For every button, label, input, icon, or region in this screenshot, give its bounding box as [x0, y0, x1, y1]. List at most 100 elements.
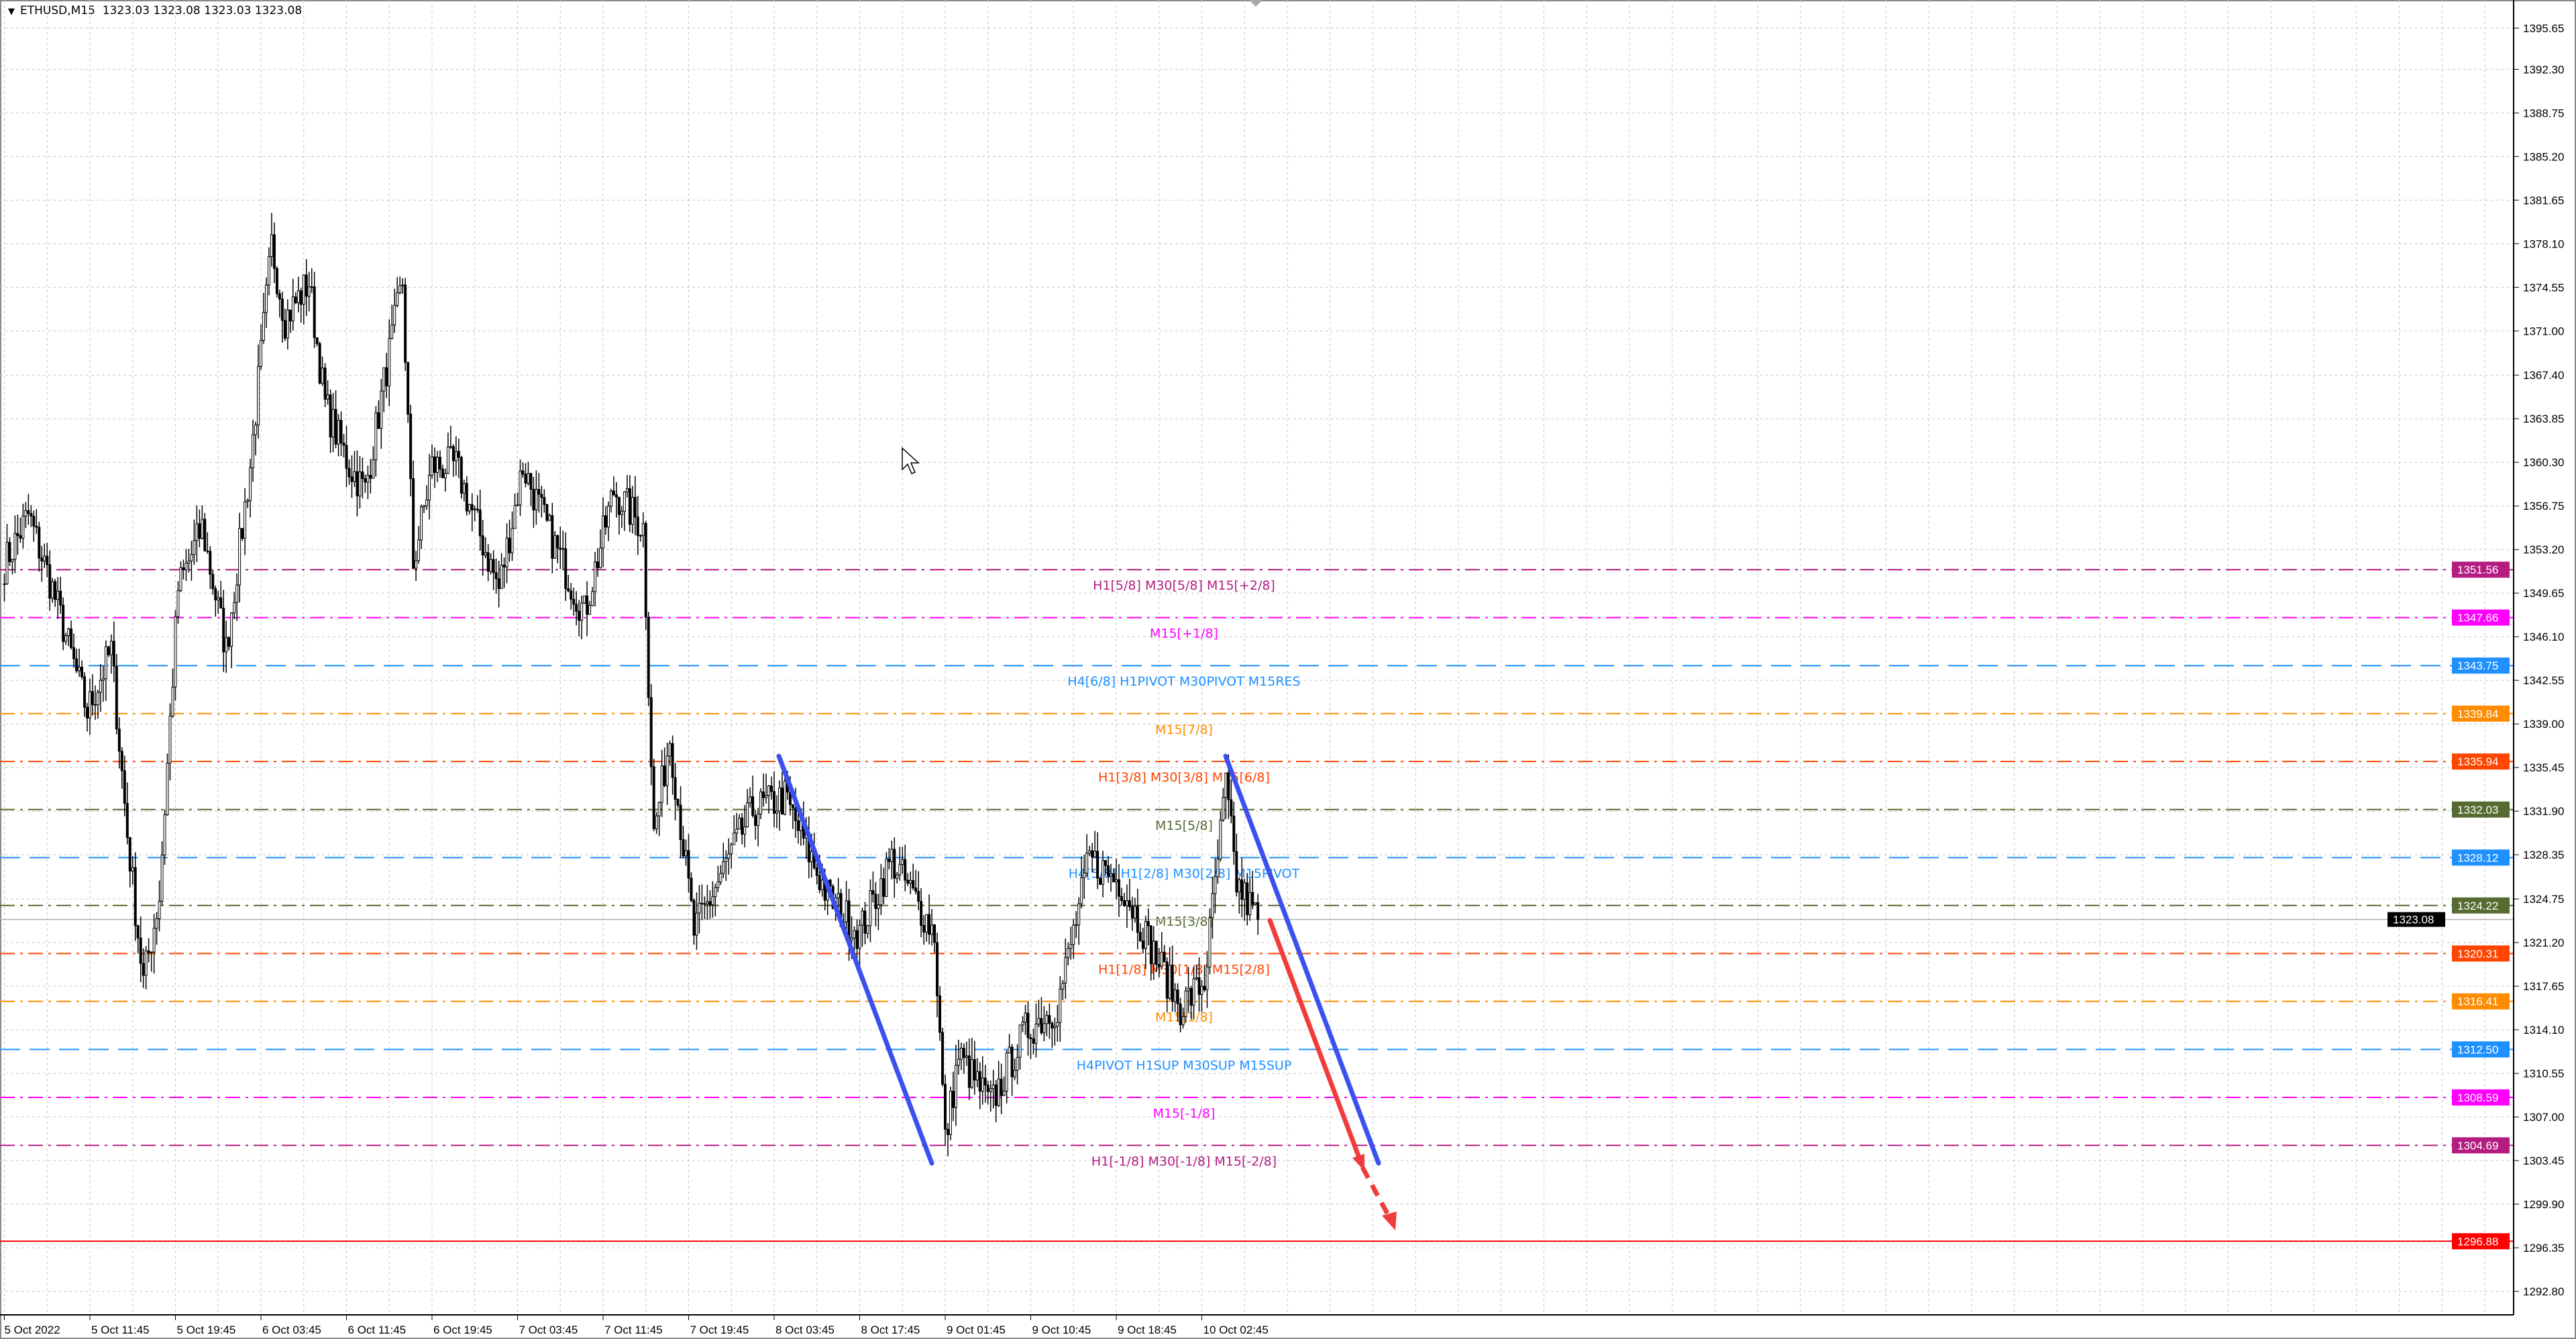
candle-body [1120, 896, 1123, 902]
candle-body [249, 467, 252, 501]
candle-body [954, 1065, 957, 1108]
candle-body [962, 1047, 965, 1058]
channel-line-1[interactable] [776, 753, 934, 1166]
y-tick-label: 1371.00 [2523, 325, 2564, 337]
candle-body [171, 686, 174, 716]
candle-body [1163, 951, 1166, 963]
candle-body [636, 517, 639, 536]
candle-body [930, 924, 934, 935]
candle-body [519, 470, 522, 506]
candle-body [668, 743, 672, 757]
candle-body [297, 290, 300, 303]
candle-body [366, 475, 370, 483]
candle-body [762, 791, 765, 798]
candle-body [80, 666, 84, 678]
candle-body [21, 515, 25, 539]
price-tag [2452, 1137, 2510, 1154]
x-tick-label: 6 Oct 11:45 [348, 1324, 407, 1336]
candle-body [575, 604, 578, 612]
candle-body [559, 547, 562, 550]
projection-line[interactable] [1267, 918, 1363, 1164]
level-label: M15[+1/8] [1150, 627, 1218, 641]
level-label: M15[3/8] [1155, 914, 1213, 929]
candle-body [1176, 989, 1179, 1004]
candle-body [1016, 1057, 1019, 1071]
x-tick-label: 8 Oct 03:45 [775, 1324, 835, 1336]
candle-body [500, 564, 503, 589]
current-price-tag [2387, 912, 2445, 927]
candle-body [230, 612, 233, 647]
price-tag [2452, 801, 2510, 818]
candle-body [933, 924, 936, 943]
candle-body [551, 515, 554, 559]
candle-body [1155, 941, 1158, 965]
candle-body [398, 285, 402, 293]
candle-body [850, 937, 853, 941]
y-tick-label: 1299.90 [2523, 1198, 2564, 1211]
candle-body [1141, 941, 1144, 949]
candle-body [1144, 921, 1147, 949]
candle-body [476, 508, 479, 511]
candle-body [1200, 985, 1203, 995]
candle-body [454, 451, 458, 462]
x-tick-label: 7 Oct 19:45 [690, 1324, 749, 1336]
candle-body [193, 540, 196, 555]
candle-body [1061, 983, 1065, 989]
candle-body [906, 879, 910, 884]
candle-body [187, 560, 191, 564]
scroll-marker-icon[interactable] [1249, 0, 1263, 7]
triangle-down-icon[interactable]: ▼ [8, 7, 15, 17]
candle-body [318, 343, 321, 384]
candle-body [257, 366, 260, 426]
candle-body [1149, 925, 1152, 965]
candle-body [233, 602, 236, 614]
candle-body [1122, 900, 1126, 906]
candle-body [11, 559, 14, 562]
candle-body [692, 900, 696, 936]
candle-body [286, 309, 289, 339]
candle-body [272, 234, 276, 269]
channel-line-2[interactable] [1223, 753, 1381, 1166]
candle-body [1181, 1016, 1185, 1026]
y-tick-label: 1317.65 [2523, 980, 2564, 993]
candle-body [13, 533, 17, 560]
candle-body [535, 489, 538, 511]
candle-body [783, 781, 786, 815]
candle-body [107, 646, 110, 655]
candle-body [260, 339, 262, 367]
candle-body [674, 777, 677, 800]
candle-body [925, 914, 928, 933]
candle-body [40, 557, 44, 561]
y-tick-label: 1346.10 [2523, 631, 2564, 643]
candle-body [981, 1077, 984, 1092]
candle-body [1107, 865, 1110, 877]
candle-body [741, 817, 744, 835]
candle-body [190, 554, 193, 561]
candle-body [1171, 965, 1174, 1002]
candle-body [252, 434, 255, 468]
candle-body [773, 791, 775, 814]
y-tick-label: 1307.00 [2523, 1111, 2564, 1124]
candle-body [983, 1077, 987, 1085]
candle-body [104, 646, 107, 680]
candle-body [588, 605, 592, 615]
trendlines[interactable] [776, 753, 1397, 1230]
candle-body [89, 691, 91, 718]
candle-body [751, 796, 755, 816]
candle-body [433, 456, 436, 473]
time-axis[interactable]: 5 Oct 2022 5 Oct 11:45 5 Oct 19:45 6 Oct 03… [4, 1315, 1269, 1336]
price-axis[interactable]: 1395.65 1392.30 1388.75 1385.20 1381.65 1378.… [2514, 22, 2564, 1298]
price-tags: 1351.56 1347.66 1343.75 1339.84 1335.94 1332.… [2387, 561, 2510, 1250]
candle-body [1173, 989, 1177, 1002]
candle-body [19, 535, 22, 539]
candle-body [612, 490, 615, 495]
level-lines: H1[5/8] M30[5/8] M15[+2/8] M15[+1/8] H4[6/… [0, 569, 2514, 1242]
candle-body [606, 505, 610, 528]
price-tag [2452, 945, 2510, 962]
candle-body [759, 791, 763, 814]
candle-body [951, 1091, 955, 1108]
candle-body [390, 324, 394, 339]
candle-body [1010, 1047, 1014, 1077]
projection-dashed-line[interactable] [1360, 1166, 1394, 1222]
